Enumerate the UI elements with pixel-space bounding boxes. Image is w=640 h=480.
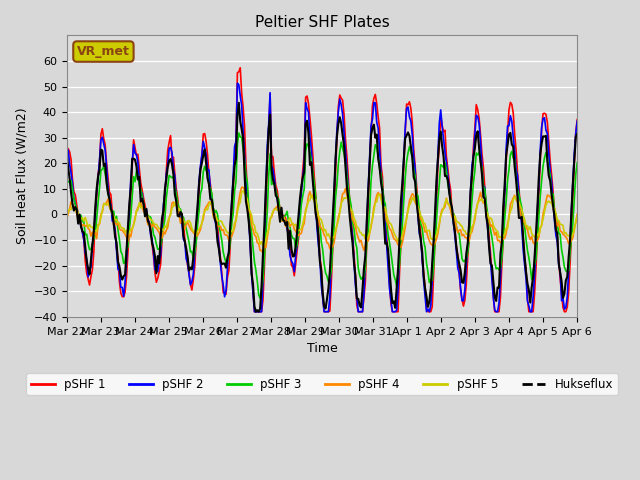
pSHF 2 (242, 176, 250, 181)
pSHF 4 (259, 251, 267, 256)
Line: pSHF 3: pSHF 3 (67, 133, 577, 298)
Hukseflux (125, 201, 133, 206)
pSHF 2 (548, 179, 556, 185)
pSHF 5 (289, 222, 297, 228)
pSHF 5 (259, 243, 267, 249)
pSHF 3 (232, 179, 240, 185)
pSHF 3 (548, 193, 556, 199)
Hukseflux (215, 246, 223, 252)
pSHF 2 (573, 118, 581, 124)
pSHF 4 (548, 196, 556, 202)
pSHF 1 (251, 309, 259, 314)
pSHF 3 (256, 295, 264, 301)
pSHF 1 (548, 172, 556, 178)
pSHF 4 (232, 216, 240, 222)
pSHF 5 (239, 188, 247, 193)
pSHF 4 (573, 211, 581, 217)
pSHF 4 (289, 220, 297, 226)
pSHF 2 (234, 80, 241, 86)
Text: VR_met: VR_met (77, 45, 130, 58)
pSHF 3 (63, 177, 70, 182)
pSHF 1 (236, 65, 244, 71)
pSHF 5 (242, 193, 250, 199)
pSHF 3 (215, 223, 223, 228)
pSHF 1 (215, 240, 223, 246)
pSHF 5 (232, 218, 240, 224)
pSHF 5 (125, 230, 133, 236)
pSHF 1 (125, 226, 133, 231)
pSHF 1 (63, 144, 70, 150)
pSHF 2 (232, 138, 240, 144)
pSHF 3 (573, 159, 581, 165)
pSHF 5 (573, 214, 581, 219)
pSHF 1 (232, 139, 240, 144)
pSHF 5 (63, 214, 70, 219)
pSHF 4 (238, 184, 246, 190)
Hukseflux (232, 156, 240, 161)
Hukseflux (573, 131, 581, 137)
pSHF 1 (289, 264, 297, 270)
pSHF 4 (242, 193, 250, 199)
Hukseflux (252, 309, 260, 314)
pSHF 1 (242, 161, 250, 167)
Hukseflux (63, 152, 70, 157)
pSHF 5 (215, 217, 223, 223)
Y-axis label: Soil Heat Flux (W/m2): Soil Heat Flux (W/m2) (15, 108, 28, 244)
pSHF 3 (242, 172, 250, 178)
Legend: pSHF 1, pSHF 2, pSHF 3, pSHF 4, pSHF 5, Hukseflux: pSHF 1, pSHF 2, pSHF 3, pSHF 4, pSHF 5, … (26, 373, 618, 396)
Hukseflux (548, 192, 556, 197)
pSHF 2 (251, 309, 259, 314)
Hukseflux (235, 100, 243, 106)
pSHF 5 (548, 200, 556, 205)
Line: pSHF 1: pSHF 1 (67, 68, 577, 312)
pSHF 4 (215, 224, 223, 229)
pSHF 3 (289, 235, 297, 241)
Line: Hukseflux: Hukseflux (67, 103, 577, 312)
pSHF 1 (573, 117, 581, 122)
Line: pSHF 2: pSHF 2 (67, 83, 577, 312)
Line: pSHF 5: pSHF 5 (67, 191, 577, 246)
Hukseflux (242, 198, 250, 204)
pSHF 2 (63, 149, 70, 155)
X-axis label: Time: Time (307, 342, 337, 355)
pSHF 4 (63, 216, 70, 222)
pSHF 2 (215, 242, 223, 248)
pSHF 2 (289, 261, 297, 266)
pSHF 2 (125, 208, 133, 214)
pSHF 4 (125, 231, 133, 237)
Hukseflux (289, 253, 297, 259)
pSHF 3 (235, 130, 243, 136)
pSHF 3 (125, 225, 133, 231)
Title: Peltier SHF Plates: Peltier SHF Plates (255, 15, 389, 30)
Line: pSHF 4: pSHF 4 (67, 187, 577, 253)
